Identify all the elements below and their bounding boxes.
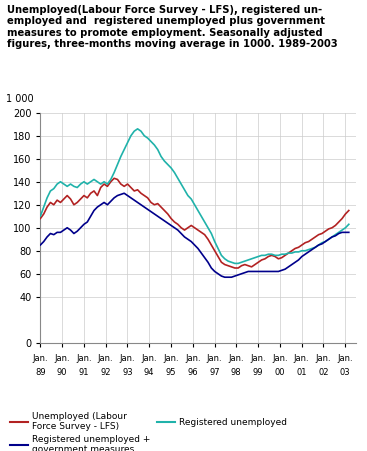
Text: Jan.: Jan.: [250, 354, 266, 363]
Text: Jan.: Jan.: [163, 354, 179, 363]
Text: 91: 91: [79, 368, 89, 377]
Text: 89: 89: [35, 368, 46, 377]
Text: Jan.: Jan.: [316, 354, 331, 363]
Text: 92: 92: [101, 368, 111, 377]
Text: 94: 94: [144, 368, 155, 377]
Text: Jan.: Jan.: [272, 354, 288, 363]
Text: Unemployed(Labour Force Survey - LFS), registered un-
employed and  registered u: Unemployed(Labour Force Survey - LFS), r…: [7, 5, 338, 49]
Text: Jan.: Jan.: [76, 354, 92, 363]
Text: 99: 99: [253, 368, 263, 377]
Text: 02: 02: [318, 368, 328, 377]
Text: Jan.: Jan.: [337, 354, 353, 363]
Text: 1 000: 1 000: [6, 93, 33, 104]
Text: Jan.: Jan.: [185, 354, 200, 363]
Text: Jan.: Jan.: [207, 354, 222, 363]
Text: Jan.: Jan.: [229, 354, 244, 363]
Text: 90: 90: [57, 368, 68, 377]
Legend: Unemployed (Labour
Force Survey - LFS), Registered unemployed +
government measu: Unemployed (Labour Force Survey - LFS), …: [10, 412, 287, 451]
Text: Jan.: Jan.: [141, 354, 157, 363]
Text: 93: 93: [122, 368, 133, 377]
Text: 00: 00: [275, 368, 285, 377]
Text: Jan.: Jan.: [33, 354, 48, 363]
Text: Jan.: Jan.: [120, 354, 135, 363]
Text: Jan.: Jan.: [294, 354, 309, 363]
Text: Jan.: Jan.: [98, 354, 113, 363]
Text: 97: 97: [209, 368, 220, 377]
Text: 95: 95: [166, 368, 176, 377]
Text: 96: 96: [188, 368, 198, 377]
Text: 01: 01: [296, 368, 307, 377]
Text: 03: 03: [340, 368, 350, 377]
Text: 98: 98: [231, 368, 241, 377]
Text: Jan.: Jan.: [54, 354, 70, 363]
